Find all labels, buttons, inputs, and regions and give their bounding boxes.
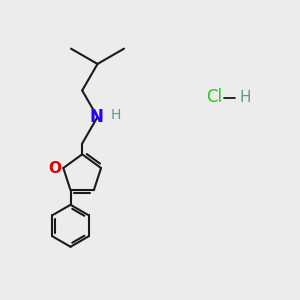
Text: H: H (110, 108, 121, 122)
Text: H: H (239, 90, 250, 105)
Text: O: O (49, 160, 62, 175)
Text: N: N (89, 108, 103, 126)
Text: Cl: Cl (206, 88, 222, 106)
